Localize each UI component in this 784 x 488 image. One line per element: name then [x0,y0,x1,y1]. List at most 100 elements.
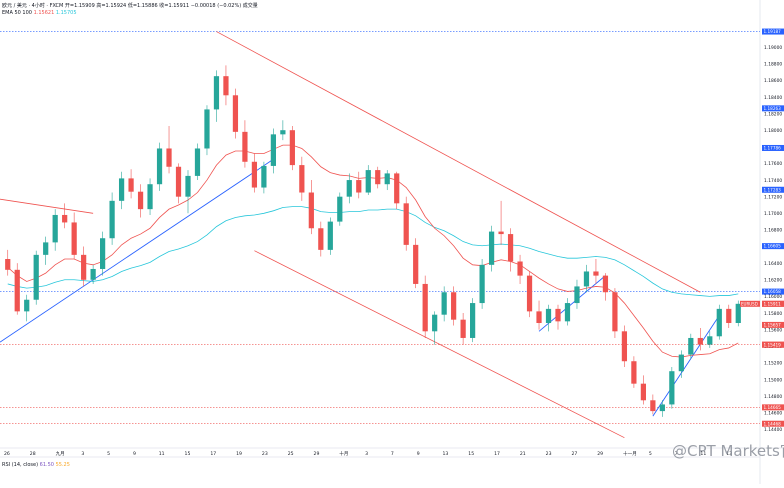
x-tick-label: 3 [81,451,84,457]
candle [71,212,77,260]
x-tick-label: 9 [133,451,136,457]
candle-body [90,268,96,280]
candle-body [109,200,115,239]
candle [593,259,599,284]
candle [194,143,201,181]
candle-body [650,400,656,412]
header-ema: EMA 50 100 1.15621 1.15705 [2,10,77,16]
level-price-tag [762,28,784,35]
candle-body [14,269,20,312]
candle-body [52,214,58,243]
x-tick-label: 29 [597,451,603,457]
x-tick-label: 23 [262,451,268,457]
x-tick-label: 25 [288,451,294,457]
x-tick-label: 十一月 [623,450,637,457]
level-price-tag [762,288,784,295]
x-tick-label: 26 [4,451,10,457]
y-tick-label: 1.18800 [764,62,782,68]
y-tick-label: 1.15600 [764,327,782,333]
rsi-ma-value: 55.25 [55,462,70,468]
x-tick-label: 13 [726,451,732,457]
x-tick-label: 9 [417,451,420,457]
candle-body [318,228,324,250]
candle [422,275,428,338]
x-tick-label: 13 [442,451,448,457]
rsi-header: RSI (14, close) 61.50 55.25 [2,462,70,468]
candle-body [413,244,419,284]
candle [337,192,343,226]
candle-body [194,148,201,176]
candle [128,169,134,199]
candle [564,298,571,326]
candle [213,70,220,122]
candle [118,171,125,210]
x-tick-label: 11 [700,451,706,457]
level-price-tag-text: 1.14468 [764,421,782,426]
x-tick-label: 27 [571,451,577,457]
price-tag-text: 1.15419 [764,342,782,347]
candle [536,300,542,330]
y-tick-label: 1.18600 [764,78,782,84]
x-tick-label: 23 [546,451,552,457]
candle [650,394,656,415]
header-ohlc: 欧元 / 美元 · 4小时 · FXCM 开=1.15909 高=1.15924… [2,2,258,9]
level-price-tag [762,243,784,250]
candle-body [33,254,39,300]
y-tick-label: 1.18400 [764,95,782,101]
candle [631,356,637,388]
candle [574,279,580,309]
y-tick-label: 1.18000 [764,128,782,134]
ema-label: EMA 50 100 [2,10,32,16]
candle-body [242,131,248,162]
candle [413,238,419,289]
candle-body [337,196,343,222]
ema-slow-line [7,206,739,297]
candle-body [545,308,552,324]
level-price-tag-text: 1.16605 [764,244,782,249]
candle [441,286,447,322]
candle-body [555,308,561,322]
candle [43,236,49,265]
candle [261,161,267,194]
y-tick-label: 1.16200 [764,278,782,284]
candle [365,165,371,196]
candle-body [574,286,580,304]
price-tag-text: 1.15657 [764,323,782,328]
x-tick-label: 15 [468,451,474,457]
y-tick-label: 1.19000 [764,45,782,51]
candle-body [602,275,609,293]
candle [5,249,11,276]
uptrend-line-1 [0,158,274,343]
candle [81,246,87,287]
candle [507,228,514,272]
candle-body [232,95,239,132]
candle-body [403,203,409,245]
last-price-symbol-tag [740,300,760,307]
x-tick-label: 5 [649,451,652,457]
y-tick-label: 1.15200 [764,361,782,367]
y-tick-label: 1.14800 [764,394,782,400]
candle-body [526,275,533,312]
candle-body [479,264,485,304]
candle-body [669,371,675,405]
candle-body [640,383,646,401]
candle [726,304,732,328]
x-tick-label: 九月 [56,450,65,457]
channel-upper-line [216,31,701,293]
candle-body [327,221,333,250]
y-tick-label: 1.17200 [764,194,782,200]
candle-body [507,234,514,262]
candle-body [270,134,276,166]
x-tick-label: 7 [675,451,678,457]
candle [669,367,675,409]
candle-body [697,337,703,345]
header-ohlc-text: 欧元 / 美元 · 4小时 · FXCM 开=1.15909 高=1.15924… [2,3,258,9]
candle [498,200,504,245]
candle [451,286,457,326]
candle-body [223,76,229,96]
candle-body [375,170,381,185]
candle-body [498,231,504,235]
candle-body [356,180,362,193]
